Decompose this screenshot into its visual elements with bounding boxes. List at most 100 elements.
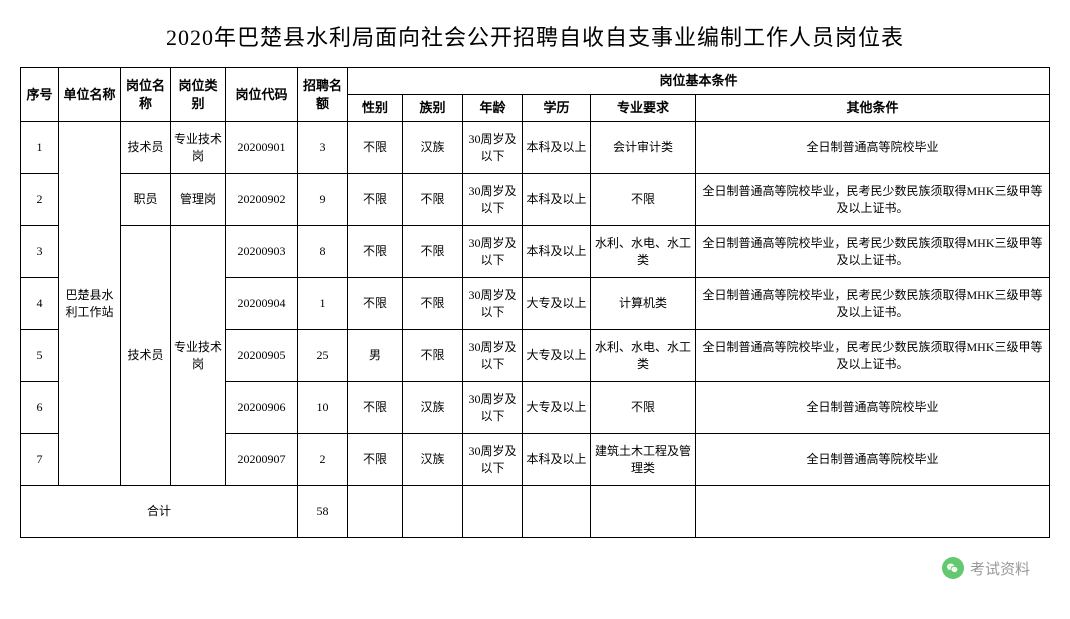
watermark-text: 考试资料 [970, 558, 1030, 579]
cell-pos: 技术员 [121, 226, 171, 486]
cell-major: 不限 [591, 382, 696, 434]
cell-major: 建筑土木工程及管理类 [591, 434, 696, 486]
empty-cell [463, 486, 523, 538]
total-count: 58 [298, 486, 348, 538]
cell-pos: 职员 [121, 174, 171, 226]
cell-edu: 大专及以上 [523, 278, 591, 330]
cell-count: 25 [298, 330, 348, 382]
header-org: 单位名称 [59, 68, 121, 122]
header-count: 招聘名额 [298, 68, 348, 122]
cell-gender: 不限 [348, 434, 403, 486]
watermark: 考试资料 [942, 557, 1030, 579]
cell-gender: 不限 [348, 122, 403, 174]
cell-seq: 2 [21, 174, 59, 226]
cell-other: 全日制普通高等院校毕业 [696, 382, 1050, 434]
cell-code: 20200901 [226, 122, 298, 174]
total-row: 合计 58 [21, 486, 1050, 538]
cell-code: 20200906 [226, 382, 298, 434]
cell-code: 20200904 [226, 278, 298, 330]
cell-type: 专业技术岗 [171, 122, 226, 174]
cell-age: 30周岁及以下 [463, 226, 523, 278]
cell-major: 不限 [591, 174, 696, 226]
cell-major: 会计审计类 [591, 122, 696, 174]
total-label: 合计 [21, 486, 298, 538]
table-row: 1 巴楚县水利工作站 技术员 专业技术岗 20200901 3 不限 汉族 30… [21, 122, 1050, 174]
cell-gender: 不限 [348, 226, 403, 278]
header-gender: 性别 [348, 95, 403, 122]
cell-edu: 本科及以上 [523, 122, 591, 174]
cell-edu: 本科及以上 [523, 226, 591, 278]
header-edu: 学历 [523, 95, 591, 122]
cell-seq: 7 [21, 434, 59, 486]
header-seq: 序号 [21, 68, 59, 122]
cell-edu: 大专及以上 [523, 330, 591, 382]
cell-ethnic: 不限 [403, 278, 463, 330]
cell-code: 20200905 [226, 330, 298, 382]
cell-other: 全日制普通高等院校毕业 [696, 122, 1050, 174]
cell-code: 20200902 [226, 174, 298, 226]
empty-cell [591, 486, 696, 538]
cell-gender: 不限 [348, 382, 403, 434]
positions-table: 序号 单位名称 岗位名称 岗位类别 岗位代码 招聘名额 岗位基本条件 性别 族别… [20, 67, 1050, 538]
cell-age: 30周岁及以下 [463, 382, 523, 434]
cell-major: 水利、水电、水工类 [591, 226, 696, 278]
cell-other: 全日制普通高等院校毕业，民考民少数民族须取得MHK三级甲等及以上证书。 [696, 174, 1050, 226]
cell-count: 8 [298, 226, 348, 278]
empty-cell [523, 486, 591, 538]
cell-count: 10 [298, 382, 348, 434]
empty-cell [403, 486, 463, 538]
cell-ethnic: 不限 [403, 330, 463, 382]
header-age: 年龄 [463, 95, 523, 122]
header-type: 岗位类别 [171, 68, 226, 122]
cell-other: 全日制普通高等院校毕业 [696, 434, 1050, 486]
cell-type: 专业技术岗 [171, 226, 226, 486]
cell-gender: 男 [348, 330, 403, 382]
cell-age: 30周岁及以下 [463, 434, 523, 486]
table-row: 2 职员 管理岗 20200902 9 不限 不限 30周岁及以下 本科及以上 … [21, 174, 1050, 226]
header-code: 岗位代码 [226, 68, 298, 122]
cell-ethnic: 不限 [403, 226, 463, 278]
cell-seq: 6 [21, 382, 59, 434]
cell-count: 3 [298, 122, 348, 174]
cell-type: 管理岗 [171, 174, 226, 226]
empty-cell [348, 486, 403, 538]
cell-seq: 4 [21, 278, 59, 330]
page-title: 2020年巴楚县水利局面向社会公开招聘自收自支事业编制工作人员岗位表 [20, 20, 1050, 52]
wechat-icon [942, 557, 964, 579]
header-ethnic: 族别 [403, 95, 463, 122]
cell-count: 1 [298, 278, 348, 330]
header-group: 岗位基本条件 [348, 68, 1050, 95]
cell-ethnic: 汉族 [403, 382, 463, 434]
cell-age: 30周岁及以下 [463, 122, 523, 174]
cell-seq: 5 [21, 330, 59, 382]
cell-gender: 不限 [348, 174, 403, 226]
cell-major: 水利、水电、水工类 [591, 330, 696, 382]
cell-ethnic: 汉族 [403, 122, 463, 174]
cell-major: 计算机类 [591, 278, 696, 330]
cell-ethnic: 不限 [403, 174, 463, 226]
table-row: 3 技术员 专业技术岗 20200903 8 不限 不限 30周岁及以下 本科及… [21, 226, 1050, 278]
cell-other: 全日制普通高等院校毕业，民考民少数民族须取得MHK三级甲等及以上证书。 [696, 330, 1050, 382]
cell-pos: 技术员 [121, 122, 171, 174]
cell-org: 巴楚县水利工作站 [59, 122, 121, 486]
empty-cell [696, 486, 1050, 538]
cell-count: 2 [298, 434, 348, 486]
header-other: 其他条件 [696, 95, 1050, 122]
header-pos: 岗位名称 [121, 68, 171, 122]
cell-count: 9 [298, 174, 348, 226]
cell-code: 20200903 [226, 226, 298, 278]
cell-edu: 大专及以上 [523, 382, 591, 434]
cell-age: 30周岁及以下 [463, 330, 523, 382]
cell-ethnic: 汉族 [403, 434, 463, 486]
cell-code: 20200907 [226, 434, 298, 486]
cell-age: 30周岁及以下 [463, 174, 523, 226]
cell-edu: 本科及以上 [523, 434, 591, 486]
cell-seq: 3 [21, 226, 59, 278]
cell-edu: 本科及以上 [523, 174, 591, 226]
cell-other: 全日制普通高等院校毕业，民考民少数民族须取得MHK三级甲等及以上证书。 [696, 226, 1050, 278]
cell-other: 全日制普通高等院校毕业，民考民少数民族须取得MHK三级甲等及以上证书。 [696, 278, 1050, 330]
cell-age: 30周岁及以下 [463, 278, 523, 330]
cell-gender: 不限 [348, 278, 403, 330]
cell-seq: 1 [21, 122, 59, 174]
header-major: 专业要求 [591, 95, 696, 122]
